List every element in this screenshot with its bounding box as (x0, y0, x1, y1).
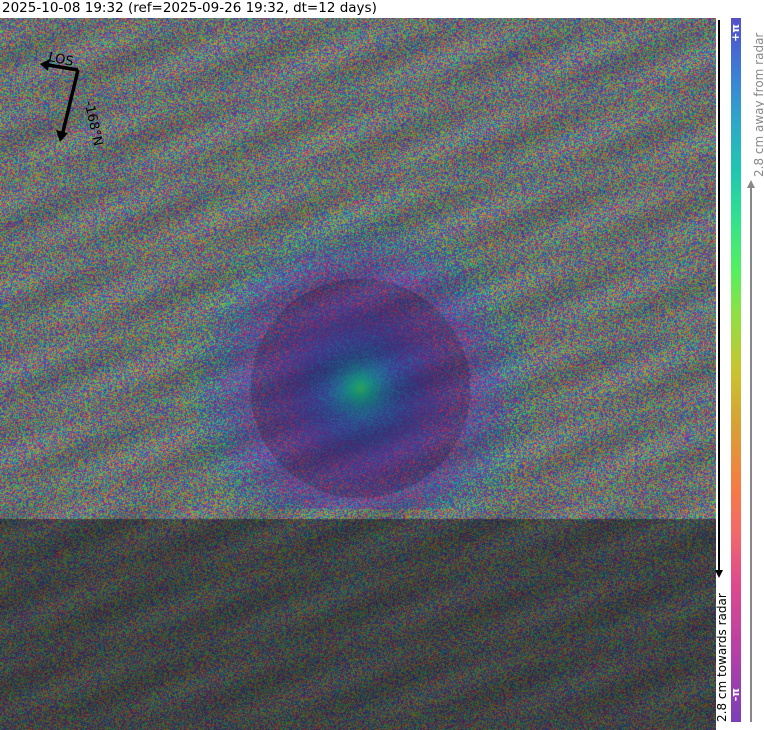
towards-radar-label: 2.8 cm towards radar (715, 580, 729, 722)
interferogram-title: 2025-10-08 19:32 (ref=2025-09-26 19:32, … (2, 0, 377, 18)
los-heading-arrows-icon: LOS -168°N (0, 18, 140, 158)
colorbar-max-label: +π (729, 24, 743, 42)
away-radar-label: 2.8 cm away from radar (752, 22, 764, 177)
colorbar-min-label: -π (729, 688, 743, 701)
away-arrow-icon (747, 180, 755, 188)
compass-arrows-icon (0, 18, 140, 158)
towards-arrow-icon (715, 570, 723, 578)
phase-colorbar (731, 18, 741, 722)
